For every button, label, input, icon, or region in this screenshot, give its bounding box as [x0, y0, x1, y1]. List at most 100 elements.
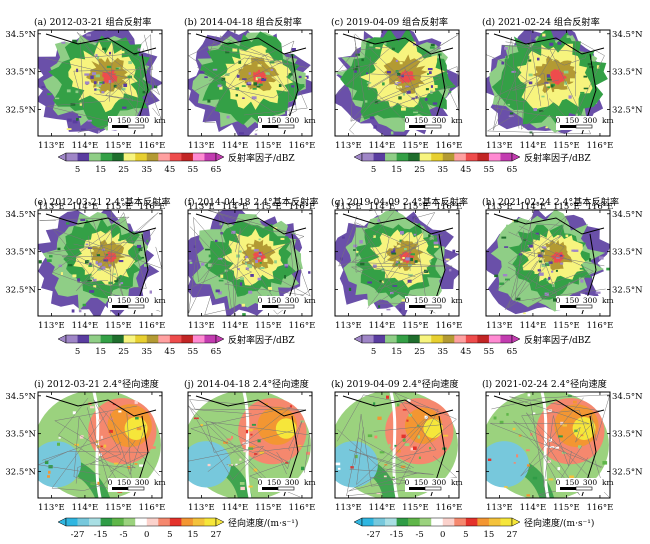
echo-speckle	[106, 65, 112, 68]
colorbar-segment	[396, 518, 409, 526]
echo-speckle	[61, 41, 66, 44]
echo-speckle	[269, 244, 272, 246]
echo-speckle	[253, 249, 259, 252]
echo-speckle	[218, 279, 224, 282]
echo-speckle	[38, 260, 42, 264]
echo-speckle	[87, 279, 93, 282]
echo-speckle	[528, 73, 533, 77]
scale-label: 0	[108, 296, 113, 305]
panel-title: (h) 2021-02-24 2.4°基本反射率	[482, 196, 619, 208]
velocity-speckle	[243, 449, 247, 453]
echo-speckle	[89, 290, 95, 293]
velocity-speckle	[388, 443, 391, 447]
colorbar-tick-label: 15	[484, 530, 495, 540]
county-boundary	[276, 420, 303, 470]
echo-speckle	[72, 39, 77, 43]
echo-speckle	[57, 247, 61, 251]
y-tick-label: 34.5°N	[612, 210, 643, 220]
x-tick-label: 113°E	[486, 503, 513, 513]
echo-speckle	[276, 78, 282, 82]
colorbar-label: 反射率因子/dBZ	[524, 152, 591, 164]
colorbar-segment	[488, 335, 501, 343]
velocity-speckle	[383, 475, 387, 478]
velocity-speckle	[404, 443, 410, 447]
colorbar-segment	[181, 518, 194, 526]
echo-speckle	[188, 259, 192, 262]
echo-speckle	[252, 88, 257, 90]
radar-field	[38, 210, 162, 316]
echo-speckle	[291, 85, 295, 88]
velocity-speckle	[400, 465, 406, 468]
x-tick-label: 114°E	[72, 503, 99, 513]
echo-speckle	[571, 249, 575, 252]
x-tick-label: 115°E	[255, 321, 282, 331]
echo-speckle	[359, 240, 363, 244]
velocity-speckle	[257, 439, 261, 443]
echo-speckle	[123, 83, 128, 87]
echo-speckle	[250, 81, 254, 85]
echo-speckle	[247, 81, 252, 85]
colorbar-segment	[465, 335, 478, 343]
echo-speckle	[208, 254, 211, 258]
velocity-speckle	[289, 405, 292, 408]
scale-label: 300	[583, 478, 598, 487]
echo-speckle	[353, 244, 358, 248]
echo-speckle	[78, 310, 82, 313]
echo-speckle	[421, 256, 424, 259]
colorbar-arrow-right	[215, 152, 225, 162]
velocity-speckle	[139, 464, 144, 467]
echo-speckle	[504, 246, 509, 248]
scale-bar	[127, 486, 145, 491]
echo-speckle	[391, 252, 397, 255]
echo-speckle	[67, 118, 72, 122]
echo-speckle	[93, 285, 97, 288]
colorbar-tick-label: 65	[211, 165, 222, 175]
colorbar-tick-label: 65	[507, 165, 518, 175]
echo-speckle	[66, 128, 72, 131]
colorbar-segment	[408, 335, 420, 343]
velocity-speckle	[548, 478, 554, 481]
colorbar-segment	[123, 335, 136, 343]
county-boundary	[335, 34, 366, 121]
echo-speckle	[274, 260, 277, 264]
echo-speckle	[242, 78, 247, 80]
echo-speckle	[502, 274, 508, 277]
colorbar-segment	[100, 518, 113, 526]
echo-speckle	[598, 256, 604, 260]
radar-field	[335, 30, 459, 136]
echo-speckle	[246, 258, 250, 262]
echo-speckle	[58, 264, 63, 268]
echo-speckle	[407, 279, 412, 283]
echo-speckle	[47, 259, 52, 262]
velocity-speckle	[264, 403, 268, 406]
province-boundary	[45, 395, 157, 417]
colorbar-tick-label: -27	[71, 530, 85, 540]
scale-label: 300	[432, 478, 447, 487]
colorbar-arrow-right	[511, 517, 521, 527]
echo-speckle	[547, 85, 550, 89]
echo-speckle	[205, 248, 211, 251]
echo-speckle	[535, 232, 539, 235]
velocity-speckle	[403, 398, 408, 401]
echo-speckle	[356, 65, 360, 68]
colorbar-tick-label: 55	[484, 165, 495, 175]
y-tick-label: 32.5°N	[5, 106, 36, 116]
echo-speckle	[78, 234, 83, 237]
colorbar-segment	[66, 335, 78, 343]
echo-speckle	[141, 256, 145, 259]
echo-speckle	[541, 95, 545, 98]
x-tick-label: 115°E	[402, 321, 429, 331]
echo-speckle	[544, 81, 549, 85]
echo-speckle	[226, 115, 230, 119]
echo-speckle	[433, 245, 439, 248]
echo-speckle	[397, 73, 401, 77]
colorbar-tick-label: 27	[211, 530, 222, 540]
echo-speckle	[415, 96, 418, 99]
echo-speckle	[257, 257, 261, 260]
colorbar-segment	[419, 335, 432, 343]
echo-speckle	[414, 260, 418, 263]
echo-speckle	[540, 278, 544, 281]
velocity-speckle	[248, 428, 253, 432]
echo-speckle	[107, 239, 111, 242]
echo-speckle	[259, 262, 262, 264]
